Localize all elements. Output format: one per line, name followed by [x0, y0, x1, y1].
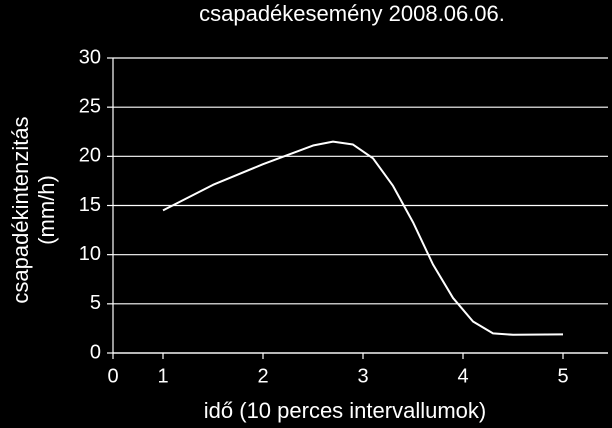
- y-tick-label: 25: [79, 95, 101, 117]
- y-axis-label: csapadékintenzitás (mm/h): [8, 116, 59, 303]
- x-tick-label: 4: [457, 365, 468, 387]
- y-axis-label-line: (mm/h): [34, 175, 59, 245]
- x-tick-label: 5: [557, 365, 568, 387]
- x-axis-label: idő (10 perces intervallumok): [204, 398, 486, 423]
- y-tick-label: 0: [90, 341, 101, 363]
- y-tick-label: 15: [79, 194, 101, 216]
- y-tick-label: 30: [79, 46, 101, 68]
- y-tick-label: 10: [79, 243, 101, 265]
- data-line: [162, 140, 564, 336]
- x-tick-label: 2: [257, 365, 268, 387]
- y-tick-label: 5: [90, 292, 101, 314]
- y-axis-label-line: csapadékintenzitás: [8, 116, 33, 303]
- y-tick-label: 20: [79, 145, 101, 167]
- chart-title: csapadékesemény 2008.06.06.: [199, 1, 505, 26]
- x-tick-label: 3: [357, 365, 368, 387]
- x-tick-label: 1: [157, 365, 168, 387]
- x-tick-label: 0: [107, 365, 118, 387]
